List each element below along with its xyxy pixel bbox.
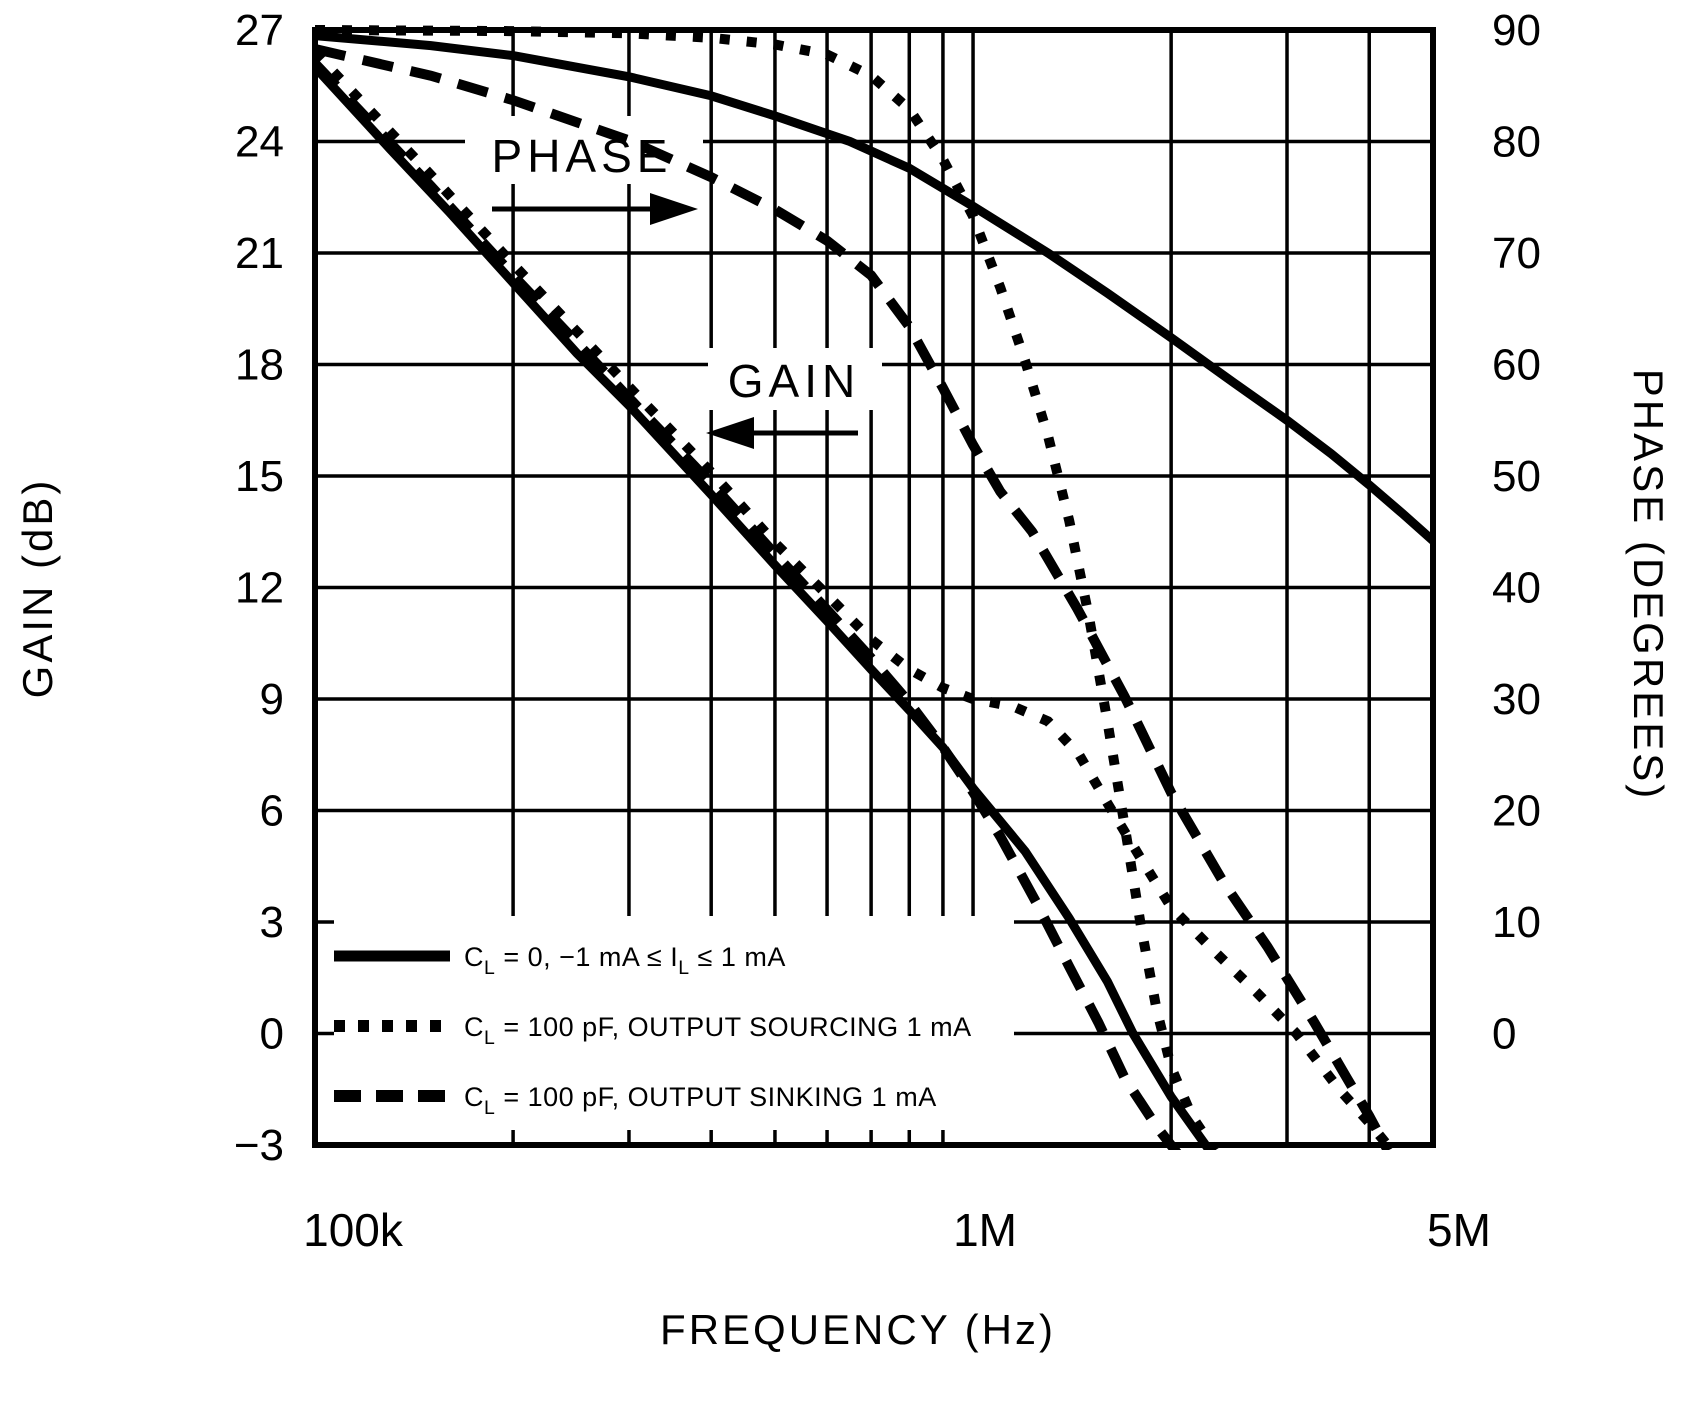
phase-tick-label: 80	[1492, 118, 1541, 167]
phase-arrow-right-icon	[492, 193, 698, 225]
x-axis-title: FREQUENCY (Hz)	[660, 1306, 1056, 1353]
y-axis-right-title: PHASE (DEGREES)	[1625, 369, 1672, 801]
curve-annotations: PHASE GAIN	[492, 130, 860, 449]
phase-tick-label: 0	[1492, 1010, 1516, 1059]
curve-gain-sinking	[313, 59, 1182, 1150]
phase-label-background	[465, 116, 703, 184]
axis-ticks: 2724211815129630−39080706050403020100100…	[234, 6, 1541, 1256]
gain-annotation-label: GAIN	[728, 355, 860, 407]
frequency-tick-label: 1M	[953, 1204, 1017, 1256]
phase-tick-label: 10	[1492, 898, 1541, 947]
phase-tick-label: 30	[1492, 675, 1541, 724]
gain-tick-label: 27	[235, 6, 284, 55]
curve-gain-cl0	[313, 64, 1215, 1150]
legend: CL = 0, −1 mA ≤ IL ≤ 1 mA CL = 100 pF, OU…	[334, 942, 972, 1119]
frequency-tick-label: 100k	[303, 1204, 404, 1256]
legend-label: CL = 0, −1 mA ≤ IL ≤ 1 mA	[464, 942, 786, 979]
y-axis-left-title: GAIN (dB)	[14, 478, 61, 699]
gain-tick-label: −3	[234, 1121, 284, 1170]
gain-tick-label: 18	[235, 341, 284, 390]
gain-tick-label: 24	[235, 118, 284, 167]
gain-tick-label: 9	[260, 675, 284, 724]
gain-label-background	[708, 348, 882, 410]
phase-tick-label: 60	[1492, 341, 1541, 390]
label-masks	[334, 116, 1014, 1142]
gain-tick-label: 3	[260, 898, 284, 947]
phase-tick-label: 50	[1492, 452, 1541, 501]
phase-tick-label: 40	[1492, 564, 1541, 613]
plot-frame	[312, 27, 1436, 1148]
data-curves	[313, 25, 1436, 1150]
curve-phase-cl0	[314, 31, 1436, 545]
gain-tick-label: 15	[235, 452, 284, 501]
legend-label: CL = 100 pF, OUTPUT SINKING 1 mA	[464, 1082, 937, 1119]
gain-tick-label: 6	[260, 787, 284, 836]
plot-border	[312, 27, 1436, 1148]
frequency-tick-label: 5M	[1427, 1204, 1491, 1256]
phase-tick-label: 70	[1492, 229, 1541, 278]
gain-tick-label: 0	[260, 1010, 284, 1059]
phase-tick-label: 20	[1492, 787, 1541, 836]
phase-annotation-label: PHASE	[492, 130, 673, 182]
legend-label: CL = 100 pF, OUTPUT SOURCING 1 mA	[464, 1012, 972, 1049]
gain-arrow-left-icon	[706, 417, 858, 449]
phase-tick-label: 90	[1492, 6, 1541, 55]
curve-phase-sinking	[313, 44, 1393, 1150]
gain-tick-label: 21	[235, 229, 284, 278]
gain-tick-label: 12	[235, 564, 284, 613]
